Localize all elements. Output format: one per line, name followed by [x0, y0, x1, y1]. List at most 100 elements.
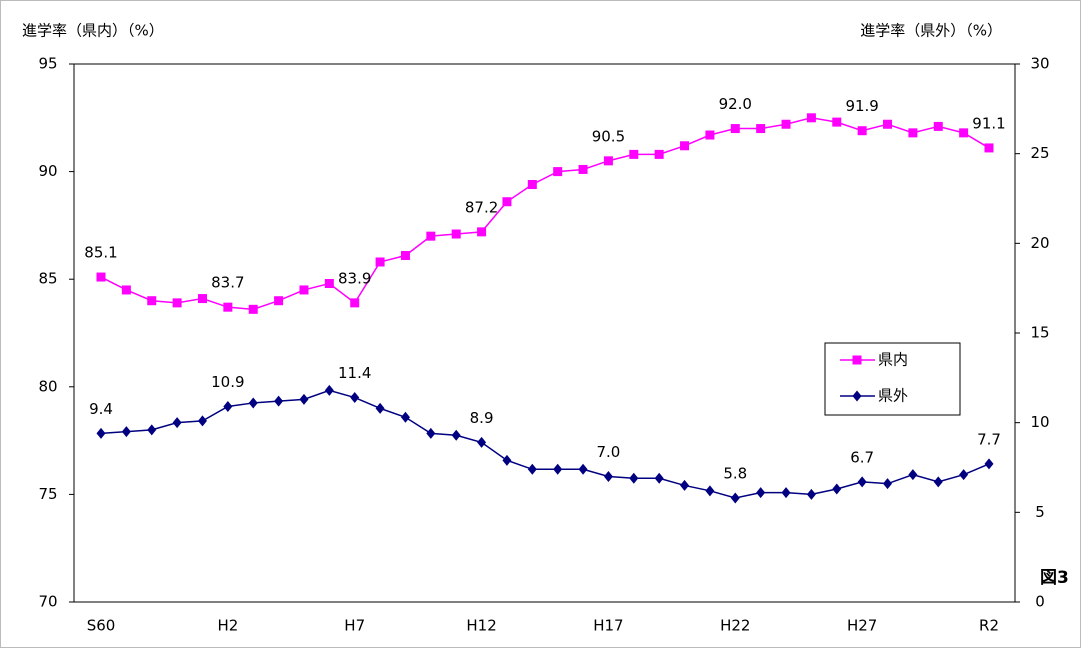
data-point: [223, 302, 233, 312]
data-point: [781, 119, 791, 129]
data-point: [629, 149, 639, 159]
data-point: [350, 392, 360, 404]
data-point: [654, 149, 664, 159]
data-point: [96, 272, 106, 282]
data-point: [451, 429, 461, 441]
data-label: 5.8: [723, 464, 747, 482]
data-point: [502, 454, 512, 466]
legend-marker: [852, 355, 862, 365]
data-label: 87.2: [465, 198, 498, 216]
data-label: 91.9: [845, 97, 878, 115]
data-point: [121, 285, 131, 295]
data-point: [857, 476, 867, 488]
data-point: [730, 492, 740, 504]
data-point: [324, 279, 334, 289]
data-label: 90.5: [592, 127, 625, 145]
y2-tick-label: 15: [1030, 324, 1049, 342]
data-point: [248, 304, 258, 314]
data-point: [197, 294, 207, 304]
data-point: [121, 426, 131, 438]
data-point: [400, 251, 410, 261]
y2-tick-label: 25: [1030, 144, 1049, 162]
y-axis-label: 進学率（県内）（%）: [22, 22, 164, 40]
x-tick-label: H27: [847, 617, 877, 635]
data-point: [908, 128, 918, 138]
y2-tick-label: 20: [1030, 234, 1049, 252]
legend-label: 県内: [878, 351, 908, 369]
data-point: [680, 479, 690, 491]
data-point: [400, 411, 410, 423]
data-point: [299, 285, 309, 295]
x-tick-label: H12: [466, 617, 496, 635]
data-point: [781, 487, 791, 499]
data-point: [578, 463, 588, 475]
y-tick-label: 75: [38, 485, 57, 503]
data-point: [299, 393, 309, 405]
data-point: [451, 229, 461, 239]
data-label: 9.4: [89, 400, 113, 418]
data-point: [477, 436, 487, 448]
x-tick-label: H2: [217, 617, 238, 635]
x-tick-label: R2: [979, 617, 999, 635]
x-tick-label: S60: [87, 617, 116, 635]
data-label: 85.1: [84, 244, 117, 262]
data-point: [426, 427, 436, 439]
data-point: [908, 469, 918, 481]
data-point: [832, 117, 842, 127]
data-point: [705, 130, 715, 140]
data-point: [883, 119, 893, 129]
series-line: [100, 389, 990, 499]
data-point: [375, 257, 385, 267]
data-label: 8.9: [470, 409, 494, 427]
data-point: [832, 483, 842, 495]
data-point: [248, 397, 258, 409]
data-point: [603, 156, 613, 166]
data-point: [730, 124, 740, 134]
data-point: [197, 415, 207, 427]
y-tick-label: 70: [38, 593, 57, 611]
y-tick-label: 90: [38, 162, 57, 180]
legend-box: [824, 342, 961, 416]
data-point: [426, 231, 436, 241]
data-point: [578, 164, 588, 174]
data-point: [984, 458, 994, 470]
data-point: [756, 487, 766, 499]
figure-annotation: 図3: [1040, 568, 1069, 588]
data-point: [350, 298, 360, 308]
data-point: [603, 470, 613, 482]
data-point: [274, 296, 284, 306]
y-tick-label: 95: [38, 55, 57, 73]
data-label: 92.0: [719, 95, 752, 113]
y2-tick-label: 0: [1035, 593, 1045, 611]
data-label: 6.7: [850, 448, 874, 466]
data-point: [806, 113, 816, 123]
data-point: [324, 384, 334, 396]
legend-label: 県外: [878, 387, 908, 405]
data-point: [527, 463, 537, 475]
data-label: 11.4: [338, 364, 371, 382]
data-point: [477, 227, 487, 237]
data-point: [756, 124, 766, 134]
data-point: [654, 472, 664, 484]
data-point: [172, 298, 182, 308]
data-point: [172, 417, 182, 429]
y2-axis-label: 進学率（県外）（%）: [860, 22, 1002, 40]
x-tick-label: H17: [593, 617, 623, 635]
y2-tick-label: 30: [1030, 55, 1049, 73]
y-tick-label: 85: [38, 270, 57, 288]
data-point: [553, 167, 563, 177]
data-point: [984, 143, 994, 153]
data-point: [680, 141, 690, 151]
data-point: [883, 478, 893, 490]
x-tick-label: H7: [344, 617, 365, 635]
data-label: 10.9: [211, 373, 244, 391]
data-point: [806, 488, 816, 500]
data-point: [502, 197, 512, 207]
y-tick-label: 80: [38, 377, 57, 395]
legend-marker: [852, 390, 862, 402]
data-point: [933, 121, 943, 131]
data-label: 91.1: [972, 114, 1005, 132]
